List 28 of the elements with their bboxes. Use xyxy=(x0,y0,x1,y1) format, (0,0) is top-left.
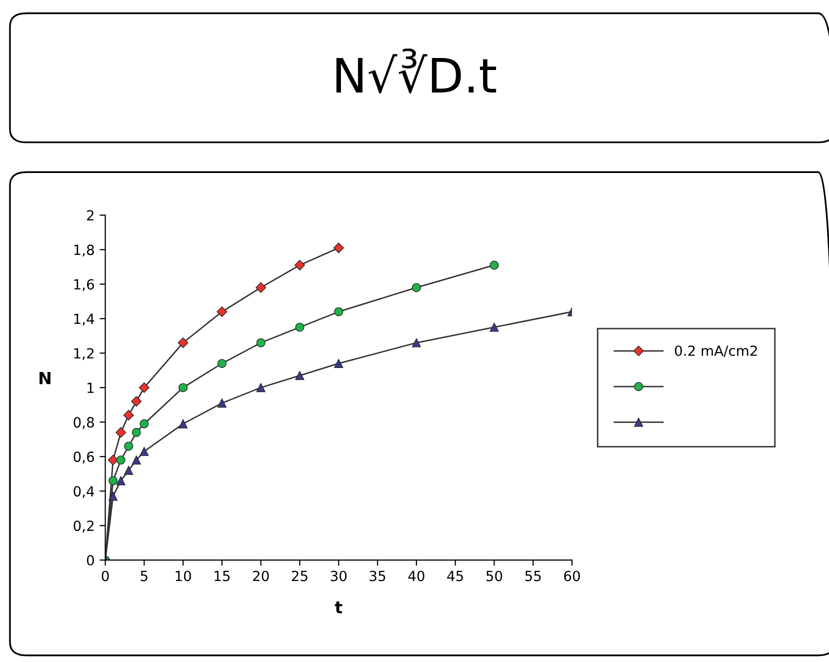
legend-label: 0.2 mA/cm2 xyxy=(674,345,757,358)
x-tick-label: 45 xyxy=(447,570,463,582)
x-tick-label: 0 xyxy=(102,570,109,582)
y-tick-label: 0,4 xyxy=(74,486,94,498)
x-tick-label: 50 xyxy=(486,570,502,582)
y-tick-label: 0,2 xyxy=(74,520,94,532)
y-tick-label: 0 xyxy=(86,555,94,566)
x-tick-label: 30 xyxy=(330,570,347,582)
x-tick-label: 15 xyxy=(214,570,230,582)
y-axis-title: N xyxy=(40,372,50,384)
x-tick-label: 40 xyxy=(408,570,424,582)
y-tick-label: 1 xyxy=(88,382,94,393)
y-tick-label: 0,6 xyxy=(74,452,94,464)
y-tick-label: 1,8 xyxy=(74,244,94,257)
chart-title: N√∛D.t xyxy=(336,48,496,94)
x-tick-label: 5 xyxy=(140,570,148,582)
x-tick-label: 55 xyxy=(525,570,541,582)
x-tick-label: 60 xyxy=(564,570,580,582)
x-axis-title: t xyxy=(334,602,342,614)
y-tick-label: 0,8 xyxy=(74,417,94,429)
x-tick-label: 25 xyxy=(292,570,308,582)
y-tick-label: 1,6 xyxy=(74,279,94,292)
x-tick-label: 10 xyxy=(176,570,191,582)
y-tick-label: 2 xyxy=(87,210,94,220)
y-tick-label: 1,4 xyxy=(74,314,94,326)
y-tick-label: 1,2 xyxy=(74,348,94,360)
x-tick-label: 20 xyxy=(253,570,269,582)
x-tick-label: 35 xyxy=(370,570,386,582)
